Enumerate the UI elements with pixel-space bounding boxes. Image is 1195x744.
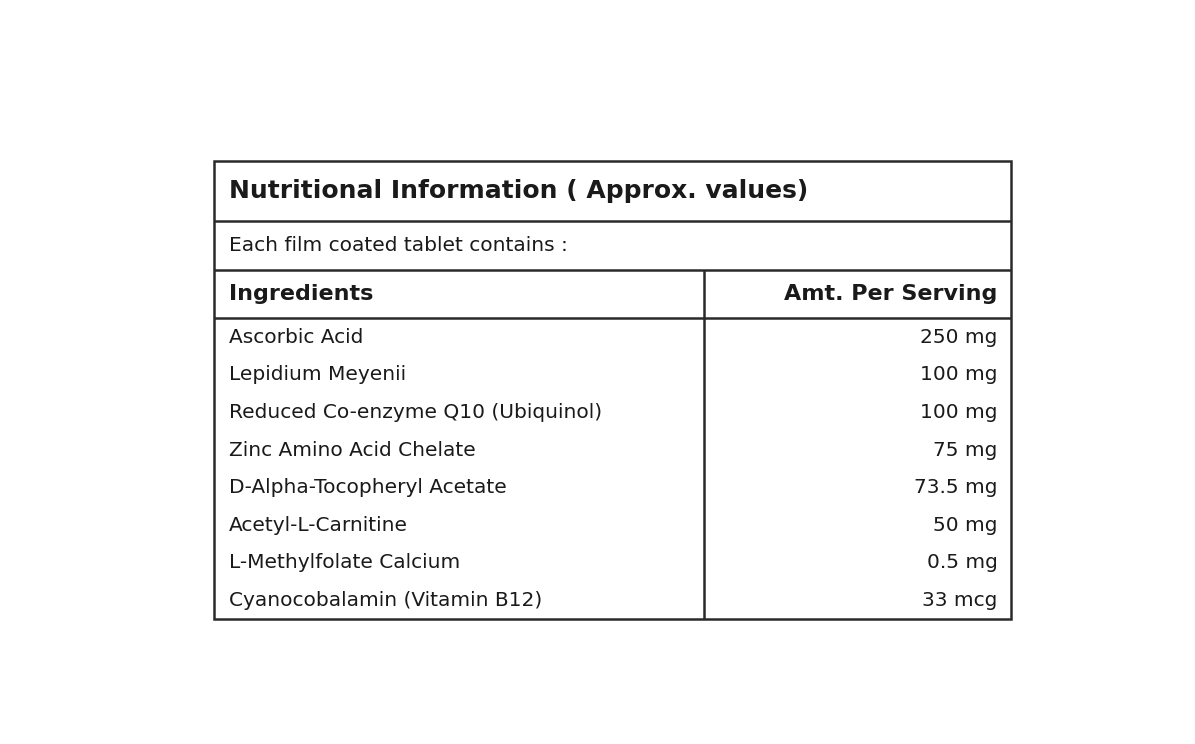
Text: Amt. Per Serving: Amt. Per Serving [784,284,998,304]
Text: 100 mg: 100 mg [920,365,998,385]
Text: 73.5 mg: 73.5 mg [914,478,998,497]
Text: 50 mg: 50 mg [933,516,998,535]
Text: 250 mg: 250 mg [920,327,998,347]
Text: Zinc Amino Acid Chelate: Zinc Amino Acid Chelate [229,440,476,460]
Text: Reduced Co-enzyme Q10 (Ubiquinol): Reduced Co-enzyme Q10 (Ubiquinol) [229,403,602,422]
Text: 33 mcg: 33 mcg [923,591,998,610]
Text: 75 mg: 75 mg [933,440,998,460]
Text: Acetyl-L-Carnitine: Acetyl-L-Carnitine [229,516,407,535]
Text: Cyanocobalamin (Vitamin B12): Cyanocobalamin (Vitamin B12) [229,591,543,610]
Text: 100 mg: 100 mg [920,403,998,422]
Text: D-Alpha-Tocopheryl Acetate: D-Alpha-Tocopheryl Acetate [229,478,507,497]
Text: Each film coated tablet contains :: Each film coated tablet contains : [229,236,568,255]
Text: Lepidium Meyenii: Lepidium Meyenii [229,365,406,385]
Text: 0.5 mg: 0.5 mg [927,554,998,572]
Text: Nutritional Information ( Approx. values): Nutritional Information ( Approx. values… [229,179,808,203]
Text: Ingredients: Ingredients [229,284,373,304]
Text: L-Methylfolate Calcium: L-Methylfolate Calcium [229,554,460,572]
Text: Ascorbic Acid: Ascorbic Acid [229,327,363,347]
Bar [214,161,1011,619]
